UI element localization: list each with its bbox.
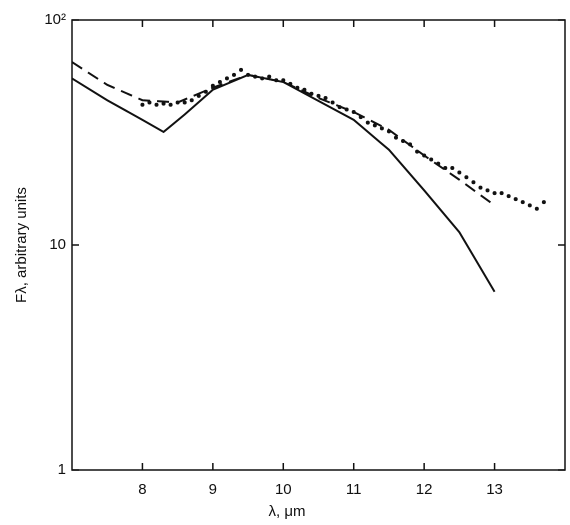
data-point [140, 102, 145, 107]
data-point [534, 206, 539, 211]
x-tick-label: 8 [138, 481, 146, 498]
data-point [386, 129, 391, 134]
data-point [478, 185, 483, 190]
data-point [224, 76, 229, 81]
data-point [182, 100, 187, 105]
data-point [422, 153, 427, 158]
data-point [309, 91, 314, 96]
x-tick-label: 12 [416, 481, 433, 498]
data-point [506, 194, 511, 199]
data-point [485, 188, 490, 193]
data-point [401, 138, 406, 143]
data-point [541, 200, 546, 205]
plot-frame [71, 19, 566, 471]
data-point [253, 74, 258, 79]
data-point [372, 123, 377, 128]
y-tick-label: 10 [49, 236, 66, 253]
data-point [217, 80, 222, 85]
data-point [379, 126, 384, 131]
data-point [443, 165, 448, 170]
data-point [365, 120, 370, 125]
data-point [492, 191, 497, 196]
data-point [408, 142, 413, 147]
data-point [457, 170, 462, 175]
data-point [344, 107, 349, 112]
data-point [316, 93, 321, 98]
data-point [161, 101, 166, 106]
data-point [246, 72, 251, 77]
data-point [471, 180, 476, 185]
data-point [274, 78, 279, 83]
data-point [393, 135, 398, 140]
x-tick-label: 9 [209, 481, 217, 498]
y-axis-label: Fλ, arbitrary units [13, 187, 30, 303]
data-point [239, 67, 244, 72]
data-point [351, 110, 356, 115]
data-point [323, 96, 328, 101]
data-point [295, 85, 300, 90]
data-point [337, 105, 342, 110]
data-point [210, 83, 215, 88]
data-point [450, 165, 455, 170]
dashed-curve [71, 61, 496, 207]
data-point [520, 200, 525, 205]
data-point [436, 161, 441, 166]
data-point [513, 197, 518, 202]
data-point [288, 81, 293, 86]
y-tick-label: 1 [58, 461, 66, 478]
data-point [302, 87, 307, 92]
data-point [281, 78, 286, 83]
data-point [415, 149, 420, 154]
x-axis-label: λ, μm [269, 503, 306, 520]
data-point [168, 102, 173, 107]
data-point [429, 157, 434, 162]
x-tick-label: 10 [275, 481, 292, 498]
data-point [203, 89, 208, 94]
data-point [267, 74, 272, 79]
data-point [464, 175, 469, 180]
data-point [527, 203, 532, 208]
x-tick-label: 13 [486, 481, 503, 498]
data-point [175, 100, 180, 105]
data-point [330, 100, 335, 105]
data-point [189, 98, 194, 103]
data-point [260, 76, 265, 81]
data-point [358, 115, 363, 120]
data-point [196, 93, 201, 98]
solid-curve [71, 73, 496, 293]
data-point [154, 102, 159, 107]
y-tick-label: 10² [44, 11, 66, 28]
data-point [231, 72, 236, 77]
data-point [147, 100, 152, 105]
x-tick-label: 11 [346, 481, 362, 498]
data-point [499, 191, 504, 196]
